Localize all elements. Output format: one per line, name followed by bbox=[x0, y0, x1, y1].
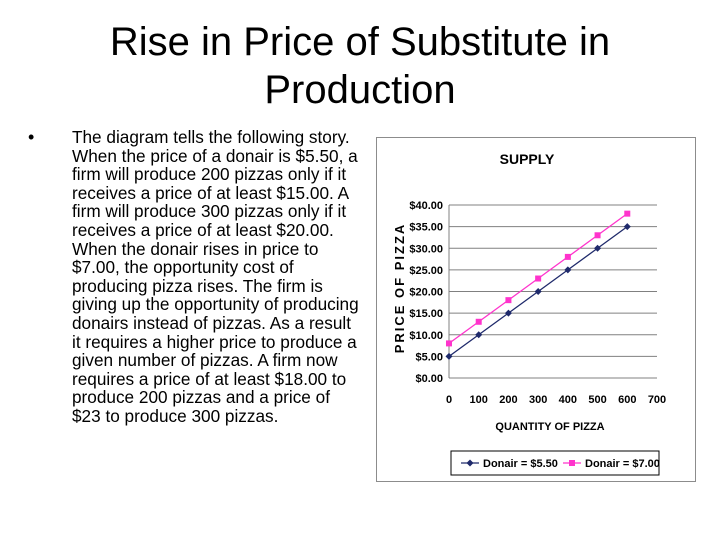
data-point bbox=[594, 232, 601, 239]
data-point bbox=[624, 210, 631, 217]
y-tick-label: $20.00 bbox=[409, 287, 443, 299]
data-point bbox=[445, 352, 453, 360]
series-layer bbox=[445, 210, 631, 360]
legend-item: Donair = $7.00 bbox=[563, 458, 660, 470]
y-tick-label: $30.00 bbox=[409, 243, 443, 255]
x-tick-label: 600 bbox=[618, 394, 636, 406]
legend-item: Donair = $5.50 bbox=[461, 458, 558, 470]
series bbox=[445, 223, 631, 360]
x-tick-label: 0 bbox=[446, 394, 452, 406]
bullet-marker: • bbox=[28, 127, 35, 147]
y-tick-label: $5.00 bbox=[415, 351, 443, 363]
bullet-text: The diagram tells the following story. W… bbox=[72, 127, 359, 426]
y-tick-label: $15.00 bbox=[409, 308, 443, 320]
x-tick-label: 400 bbox=[559, 394, 577, 406]
data-point bbox=[475, 331, 483, 339]
data-point bbox=[594, 244, 602, 252]
data-point bbox=[534, 288, 542, 295]
y-tick-label: $40.00 bbox=[409, 200, 443, 212]
y-tick-label: $10.00 bbox=[409, 330, 443, 342]
chart-title: SUPPLY bbox=[500, 151, 555, 167]
x-axis-title: QUANTITY OF PIZZA bbox=[495, 421, 604, 433]
data-point bbox=[564, 266, 572, 274]
x-tick-label: 700 bbox=[648, 394, 666, 406]
data-point bbox=[505, 297, 512, 304]
legend-marker bbox=[569, 460, 575, 466]
legend: Donair = $5.50 Donair = $7.00 bbox=[450, 450, 660, 476]
axes bbox=[448, 205, 657, 379]
y-tick-labels: $0.00 $5.00 $10.00 $15.00 $20.00 $25.00 $30.00… bbox=[409, 200, 443, 385]
supply-chart: SUPPLY $0.00 $5.00 $10.00 $15.00 $20.00 $25.0… bbox=[376, 137, 696, 482]
legend-box bbox=[450, 450, 660, 476]
y-tick-label: $35.00 bbox=[409, 222, 443, 234]
legend-label: Donair = $5.50 bbox=[483, 458, 558, 470]
series bbox=[446, 210, 631, 347]
legend-marker bbox=[466, 459, 474, 467]
x-tick-label: 200 bbox=[499, 394, 517, 406]
legend-label: Donair = $7.00 bbox=[585, 458, 660, 470]
data-point bbox=[535, 275, 542, 282]
y-tick-label: $25.00 bbox=[409, 265, 443, 277]
y-axis-title: PRICE OF PIZZA bbox=[392, 223, 407, 354]
slide-title: Rise in Price of Substitute in Productio… bbox=[109, 20, 611, 112]
x-tick-label: 100 bbox=[470, 394, 488, 406]
data-point bbox=[446, 340, 452, 347]
gridlines bbox=[449, 204, 657, 357]
data-point bbox=[564, 253, 571, 260]
x-tick-labels: 0 100 200 300 400 500 600 700 bbox=[446, 394, 666, 406]
y-tick-label: $0.00 bbox=[415, 373, 443, 385]
x-tick-label: 300 bbox=[529, 394, 547, 406]
data-point bbox=[475, 318, 482, 325]
data-point bbox=[623, 223, 631, 231]
data-point bbox=[504, 309, 512, 317]
x-tick-label: 500 bbox=[588, 394, 606, 406]
chart-canvas: SUPPLY $0.00 $5.00 $10.00 $15.00 $20.00 $25.0… bbox=[392, 151, 666, 476]
